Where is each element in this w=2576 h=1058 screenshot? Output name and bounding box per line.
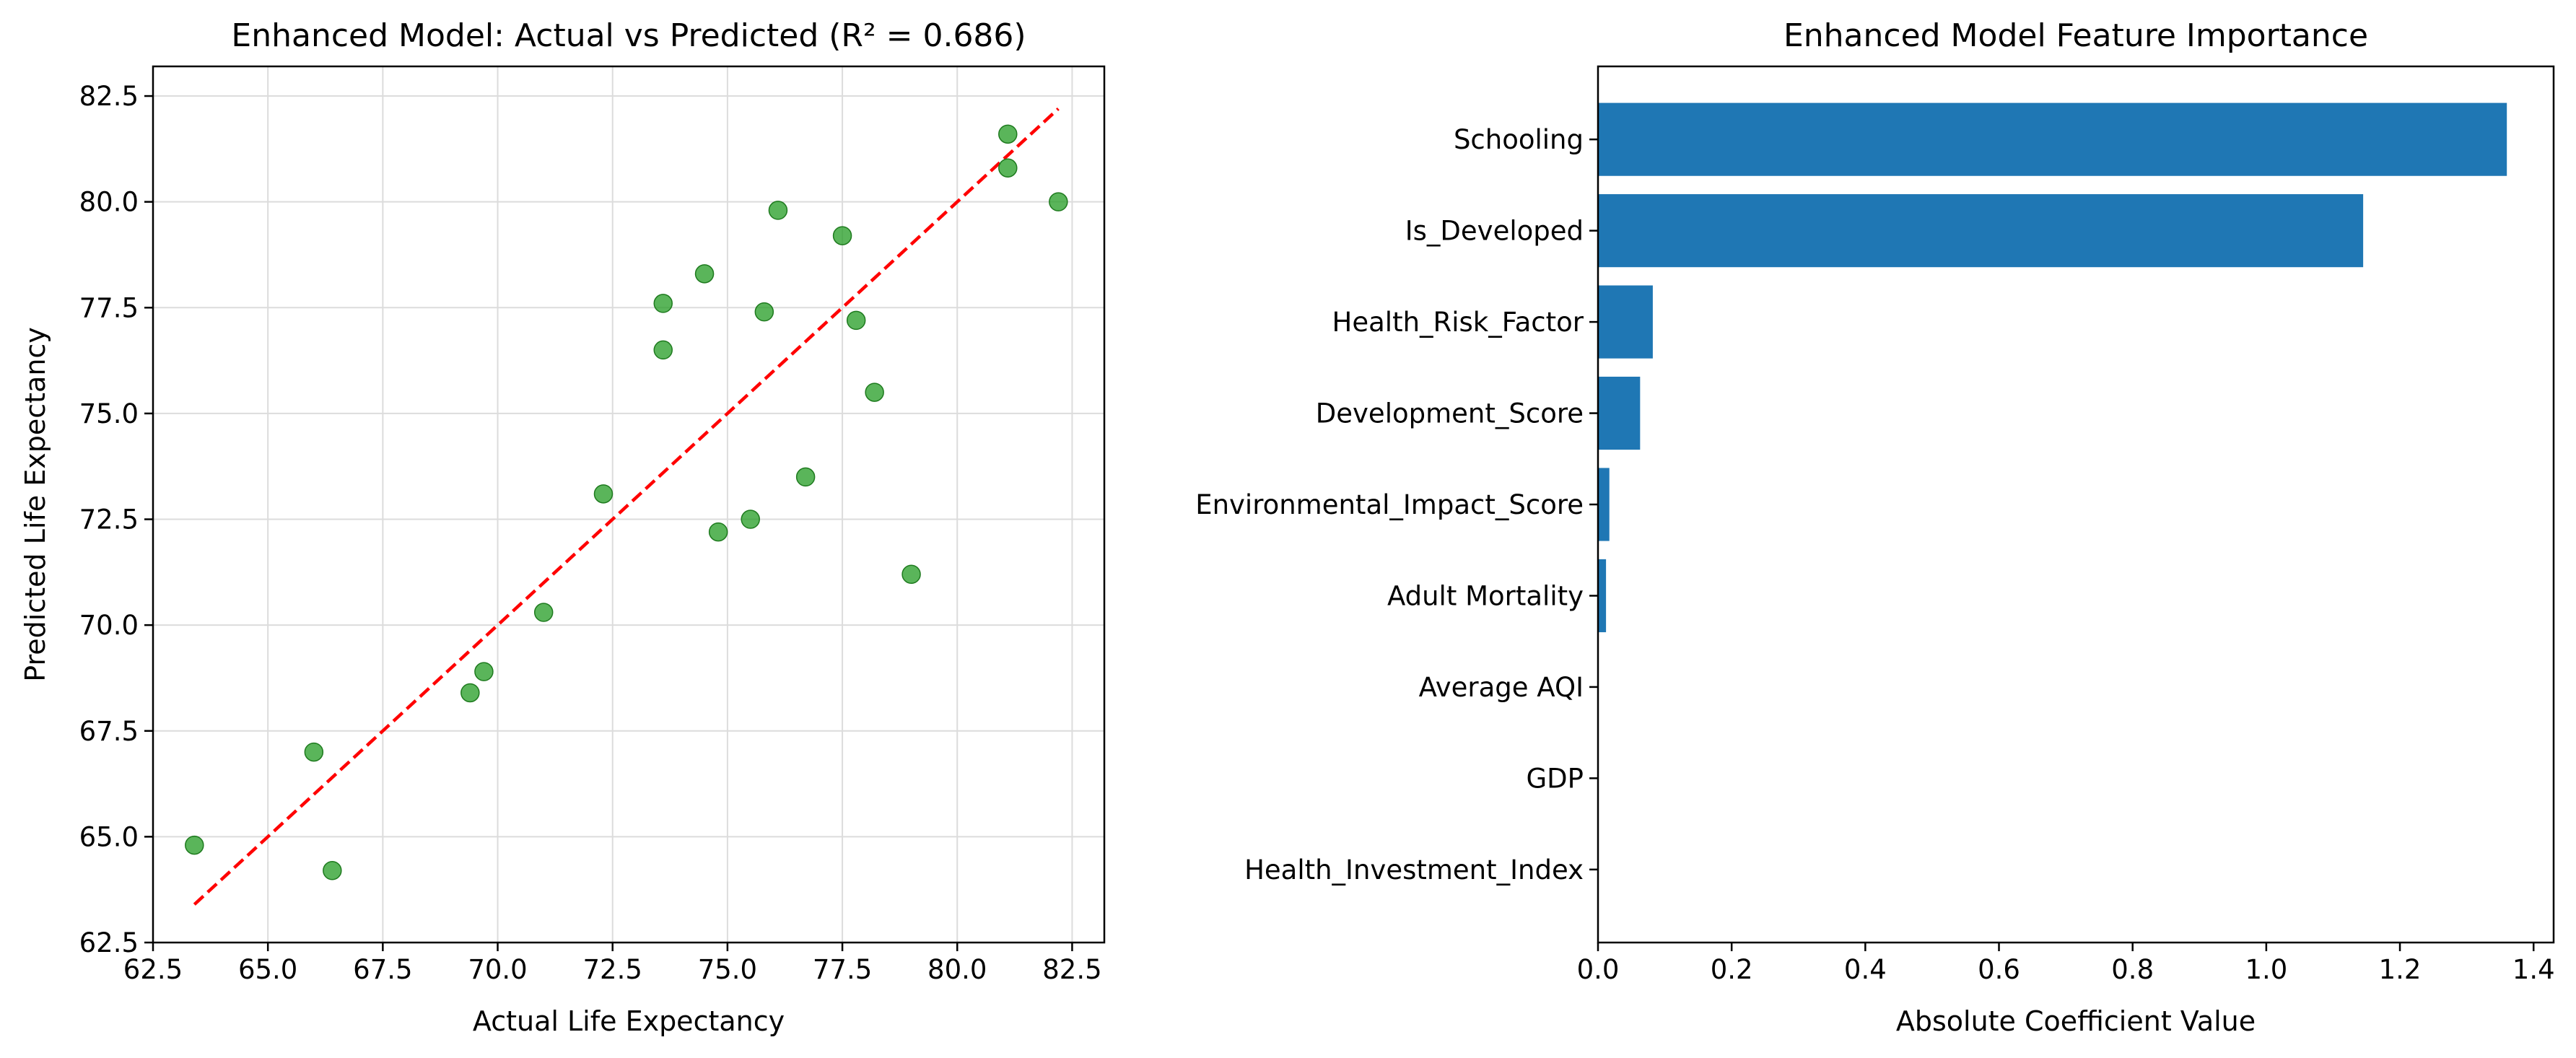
importance-bar (1598, 285, 1653, 359)
importance-title: Enhanced Model Feature Importance (1783, 17, 2368, 54)
importance-x-tick-label: 0.0 (1577, 954, 1620, 985)
scatter-point (901, 564, 921, 585)
importance-category-label: Development_Score (1316, 398, 1584, 429)
scatter-point (832, 226, 852, 245)
importance-x-tick-label: 0.6 (1978, 954, 2020, 985)
importance-x-tick-label: 1.2 (2379, 954, 2422, 985)
scatter-x-tick-label: 82.5 (1042, 954, 1101, 985)
importance-category-label: Adult Mortality (1387, 580, 1584, 611)
scatter-x-axis-label: Actual Life Expectancy (473, 1005, 785, 1037)
perfect-prediction-line (193, 107, 1060, 906)
scatter-point (998, 158, 1018, 178)
scatter-x-tick-label: 67.5 (353, 954, 412, 985)
scatter-point (185, 835, 204, 855)
importance-bar (1598, 376, 1641, 450)
scatter-point (795, 467, 816, 487)
scatter-x-ticks: 62.5 65.0 67.5 70.0 72.5 75.0 77.5 80.0 82.5 (123, 943, 1102, 985)
scatter-point (304, 742, 324, 762)
importance-category-label: Health_Risk_Factor (1332, 307, 1584, 338)
scatter-y-tick-label: 70.0 (79, 610, 139, 641)
scatter-point (846, 310, 866, 331)
scatter-point (1049, 192, 1068, 211)
scatter-y-tick-label: 62.5 (79, 927, 139, 958)
importance-x-tick-label: 1.4 (2512, 954, 2555, 985)
scatter-frame (152, 65, 1106, 944)
scatter-y-tick-label: 82.5 (79, 81, 139, 112)
scatter-x-tick-label: 65.0 (238, 954, 297, 985)
importance-bar (1598, 102, 2507, 176)
scatter-point (593, 484, 614, 504)
scatter-point (741, 510, 760, 529)
importance-category-label: Is_Developed (1405, 216, 1584, 247)
scatter-point (653, 294, 673, 313)
scatter-title: Enhanced Model: Actual vs Predicted (R² … (231, 17, 1026, 54)
importance-chart: 0.0 0.2 0.4 0.6 0.8 1.0 1.2 1.4 Schooling Is_Dev… (1195, 17, 2554, 1037)
scatter-point (653, 340, 673, 360)
importance-category-label: Schooling (1454, 124, 1584, 155)
scatter-y-axis-label: Predicted Life Expectancy (19, 327, 51, 682)
scatter-y-tick-label: 77.5 (79, 292, 139, 323)
scatter-y-tick-label: 75.0 (79, 398, 139, 429)
scatter-point (460, 683, 480, 703)
scatter-point (694, 264, 715, 284)
scatter-point (323, 861, 342, 880)
importance-bars (1598, 102, 2507, 633)
importance-x-tick-label: 0.4 (1844, 954, 1887, 985)
importance-category-label: Environmental_Impact_Score (1195, 489, 1584, 520)
scatter-y-tick-label: 80.0 (79, 187, 139, 218)
importance-bar (1598, 559, 1607, 633)
scatter-x-tick-label: 70.0 (468, 954, 527, 985)
importance-category-label: Health_Investment_Index (1244, 854, 1584, 886)
scatter-point (754, 302, 774, 322)
importance-x-tick-label: 1.0 (2245, 954, 2287, 985)
importance-bar (1598, 468, 1610, 541)
scatter-y-tick-label: 72.5 (79, 504, 139, 535)
scatter-point (865, 382, 884, 402)
scatter-x-tick-label: 77.5 (813, 954, 872, 985)
importance-x-ticks: 0.0 0.2 0.4 0.6 0.8 1.0 1.2 1.4 (1577, 943, 2555, 985)
scatter-x-tick-label: 80.0 (927, 954, 987, 985)
scatter-point (533, 603, 554, 622)
scatter-x-tick-label: 75.0 (698, 954, 757, 985)
scatter-chart: 62.5 65.0 67.5 70.0 72.5 75.0 77.5 80.0 82.5 62.… (19, 17, 1106, 1037)
scatter-x-tick-label: 62.5 (123, 954, 183, 985)
importance-bar (1598, 194, 2364, 268)
importance-category-label: Average AQI (1419, 672, 1584, 703)
scatter-point (474, 662, 494, 681)
importance-x-axis-label: Absolute Coefficient Value (1896, 1005, 2256, 1037)
importance-category-labels: Schooling Is_Developed Health_Risk_Factor D… (1195, 124, 1598, 886)
scatter-y-tick-label: 65.0 (79, 821, 139, 852)
importance-category-label: GDP (1527, 763, 1584, 794)
scatter-y-tick-label: 67.5 (79, 716, 139, 747)
importance-x-tick-label: 0.8 (2111, 954, 2154, 985)
scatter-point (708, 522, 728, 542)
scatter-point (768, 201, 788, 220)
scatter-y-ticks: 62.5 65.0 67.5 70.0 72.5 75.0 77.5 80.0 82.5 (79, 81, 153, 958)
scatter-point (998, 124, 1018, 144)
scatter-x-tick-label: 72.5 (583, 954, 642, 985)
scatter-grid (152, 66, 1104, 943)
scatter-points (185, 124, 1068, 880)
importance-x-tick-label: 0.2 (1711, 954, 1753, 985)
